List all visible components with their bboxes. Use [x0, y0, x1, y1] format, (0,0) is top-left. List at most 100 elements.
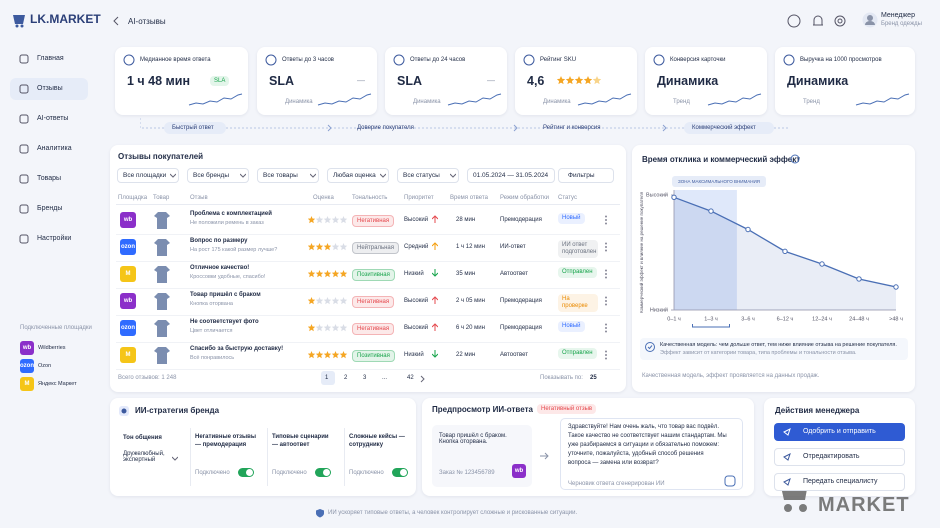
rule-state: Подключено: [349, 470, 384, 476]
row-menu[interactable]: [604, 269, 608, 279]
row-menu[interactable]: [604, 350, 608, 360]
back-icon[interactable]: [112, 16, 120, 26]
toggle[interactable]: [315, 468, 331, 477]
flow-step: Рейтинг и конверсия: [543, 125, 601, 131]
column-header: Площадка: [118, 195, 148, 201]
chevron: [170, 173, 176, 178]
total: Всего отзывов: 1 248: [118, 375, 177, 381]
column-header: Товар: [153, 195, 170, 201]
review-text: Не положили ремень в заказ: [190, 220, 264, 226]
kpi-card: [257, 47, 377, 115]
platform-badge: wb: [120, 212, 136, 228]
nav-icon: [19, 144, 29, 154]
nav-item[interactable]: Бренды: [37, 205, 63, 212]
avatar[interactable]: [862, 12, 878, 28]
y-axis-label: Коммерческий эффект и влияние на решение…: [638, 191, 644, 313]
action-button[interactable]: [774, 473, 905, 491]
chevron: [380, 173, 386, 178]
action-button[interactable]: [774, 423, 905, 441]
point: [745, 226, 751, 233]
flow-pill: [164, 122, 226, 134]
note-box: [640, 338, 908, 360]
date-range[interactable]: 01.05.2024 — 31.05.2024: [467, 168, 555, 183]
filters-button[interactable]: Фильтры: [558, 168, 614, 183]
reviews-panel: [110, 145, 626, 392]
chevron: [310, 173, 316, 178]
review-text: Кроссовки удобные, спасибо!: [190, 274, 266, 280]
button-icon: [783, 478, 791, 486]
logo-icon: [13, 15, 25, 28]
page[interactable]: 3: [363, 375, 367, 381]
page[interactable]: 42: [407, 375, 414, 381]
review-title[interactable]: Товар пришёл с браком: [190, 292, 261, 298]
row-menu[interactable]: [604, 296, 608, 306]
review-text: Всё понравилось: [190, 355, 235, 361]
review-title[interactable]: Вопрос по размеру: [190, 238, 248, 244]
row-menu[interactable]: [604, 215, 608, 225]
chart-note-detail: Эффект зависит от категории товара, типа…: [660, 350, 857, 356]
kpi-title: Ответы до 3 часов: [282, 57, 334, 63]
review-title[interactable]: Отличное качество!: [190, 265, 250, 271]
review-title[interactable]: Не соответствует фото: [190, 319, 259, 325]
action-button[interactable]: [774, 448, 905, 466]
action-label: Передать специалисту: [803, 478, 878, 485]
filter[interactable]: Все площадки: [117, 168, 179, 183]
point: [893, 284, 899, 290]
reviews-title: Отзывы покупателей: [118, 152, 204, 161]
kpi-title: Выручка на 1000 просмотров: [800, 57, 882, 63]
kpi-title: Медианное время ответа: [140, 57, 211, 63]
nav-icon: [19, 114, 29, 124]
response-time: 28 мин: [456, 217, 476, 223]
filter[interactable]: Любая оценка: [327, 168, 389, 183]
page-active: [321, 371, 335, 385]
point: [819, 261, 825, 267]
nav-active: [10, 78, 88, 100]
info-icon[interactable]: [790, 154, 800, 164]
tone-value[interactable]: Дружелюбный, экспертный: [123, 451, 165, 463]
page[interactable]: 1: [325, 375, 329, 381]
draft-note: Черновик ответа сгенерирован ИИ: [568, 481, 665, 487]
nav-item[interactable]: Настройки: [37, 235, 72, 242]
rule-title: Негативные отзывы — премодерация: [195, 434, 256, 448]
next-page[interactable]: [420, 375, 426, 383]
ai-icon[interactable]: [724, 475, 736, 487]
y-tick-label: Низкий: [650, 306, 668, 313]
user-name: Менеджер: [881, 12, 915, 19]
reply-box[interactable]: [560, 418, 743, 490]
header-icons: [787, 14, 846, 28]
nav-item[interactable]: Товары: [37, 175, 62, 182]
kpi-card: [385, 47, 507, 115]
kpi-value: Динамика: [787, 74, 849, 88]
filter[interactable]: Все товары: [257, 168, 319, 183]
chart-title: Время отклика и коммерческий эффект: [642, 155, 801, 164]
review-title[interactable]: Проблема с комплектацией: [190, 211, 272, 217]
filter[interactable]: Все бренды: [187, 168, 249, 183]
platform-name: Wildberries: [38, 345, 66, 351]
priority: Высокий: [404, 217, 429, 223]
toggle[interactable]: [238, 468, 254, 477]
per-page[interactable]: 25: [590, 375, 597, 381]
tone-title: Тон общения: [123, 435, 162, 441]
row-menu[interactable]: [604, 242, 608, 252]
product-thumb: [154, 239, 170, 256]
status: ИИ ответ подготовлен: [558, 240, 598, 258]
nav-item[interactable]: Главная: [37, 55, 64, 62]
nav-icon: [19, 174, 29, 184]
nav-item[interactable]: AI-ответы: [37, 115, 69, 122]
page[interactable]: 2: [344, 375, 348, 381]
tone: Позитивная: [352, 350, 395, 362]
filter[interactable]: Все статусы: [397, 168, 459, 183]
platform-badge: ozon: [120, 320, 136, 336]
toggle[interactable]: [392, 468, 408, 477]
nav-item[interactable]: Аналитика: [37, 145, 72, 152]
review-title[interactable]: Спасибо за быструю доставку!: [190, 346, 284, 352]
rating-stars: [557, 76, 602, 85]
kpi-icon: [123, 54, 135, 66]
product-thumb: [154, 347, 170, 364]
row-menu[interactable]: [604, 323, 608, 333]
chevron[interactable]: [172, 456, 178, 461]
page[interactable]: ...: [382, 375, 388, 381]
watermark: MARKET: [818, 494, 910, 516]
rule-card: [344, 428, 416, 486]
nav-item[interactable]: Отзывы: [37, 85, 63, 92]
